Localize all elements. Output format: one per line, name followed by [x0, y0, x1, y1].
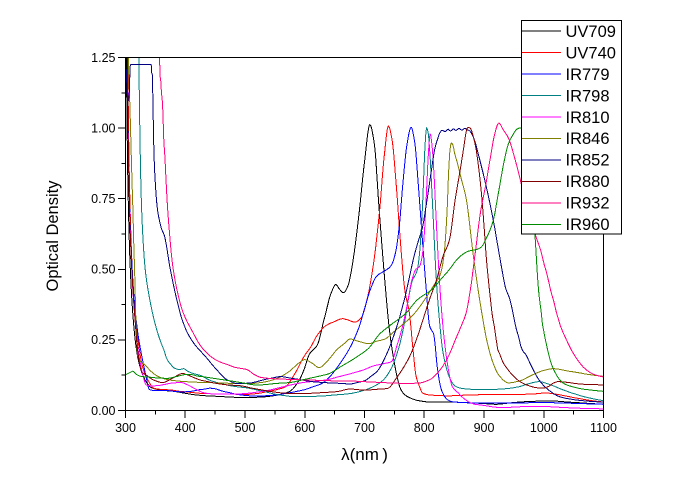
svg-text:IR798: IR798 — [566, 87, 610, 105]
svg-text:Optical Density: Optical Density — [44, 180, 62, 292]
svg-text:IR852: IR852 — [566, 152, 610, 170]
svg-text:UV709: UV709 — [566, 23, 616, 41]
svg-text:IR932: IR932 — [566, 195, 610, 213]
svg-text:IR810: IR810 — [566, 109, 610, 127]
svg-text:λ(nm ): λ(nm ) — [341, 445, 388, 464]
svg-text:800: 800 — [414, 421, 435, 435]
svg-text:0.50: 0.50 — [91, 263, 115, 277]
svg-text:IR846: IR846 — [566, 130, 610, 148]
svg-text:400: 400 — [175, 421, 196, 435]
svg-text:IR779: IR779 — [566, 66, 610, 84]
svg-text:1.25: 1.25 — [91, 51, 115, 65]
svg-text:600: 600 — [294, 421, 315, 435]
svg-text:0.25: 0.25 — [91, 333, 115, 347]
svg-text:0.00: 0.00 — [91, 404, 115, 418]
svg-text:1100: 1100 — [590, 421, 617, 435]
svg-text:900: 900 — [474, 421, 495, 435]
svg-text:300: 300 — [115, 421, 136, 435]
svg-text:UV740: UV740 — [566, 44, 616, 62]
svg-text:1.00: 1.00 — [91, 121, 115, 135]
svg-text:1000: 1000 — [530, 421, 558, 435]
svg-text:700: 700 — [354, 421, 375, 435]
svg-text:0.75: 0.75 — [91, 192, 115, 206]
svg-text:IR960: IR960 — [566, 216, 610, 234]
svg-text:IR880: IR880 — [566, 173, 610, 191]
svg-text:500: 500 — [235, 421, 256, 435]
